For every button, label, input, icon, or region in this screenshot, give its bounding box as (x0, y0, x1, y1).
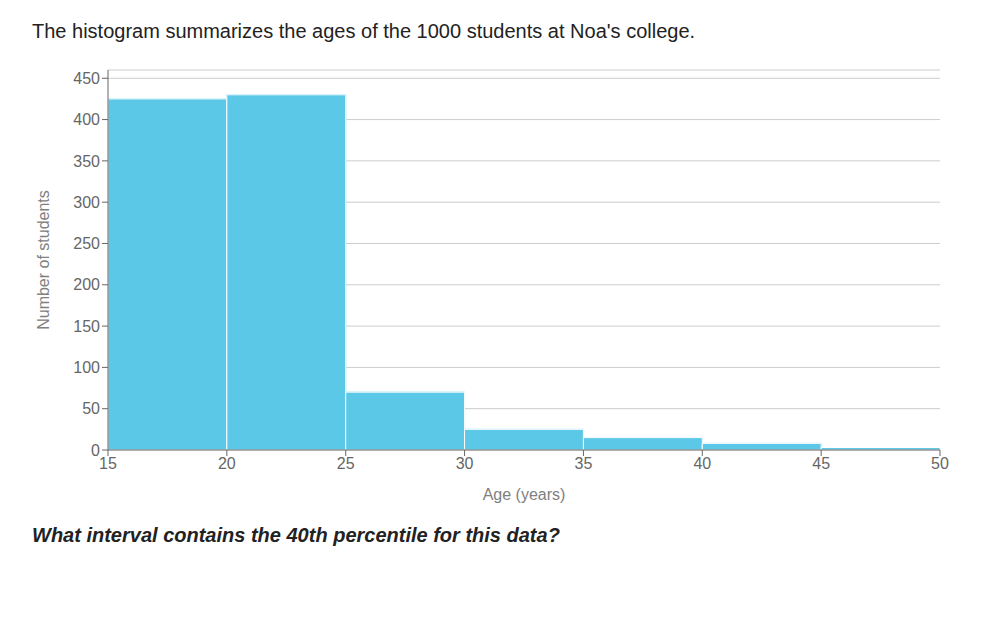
svg-text:100: 100 (73, 359, 100, 376)
svg-text:450: 450 (73, 70, 100, 87)
svg-text:400: 400 (73, 111, 100, 128)
svg-text:45: 45 (812, 455, 830, 472)
svg-text:0: 0 (91, 442, 100, 459)
svg-text:150: 150 (73, 318, 100, 335)
svg-text:15: 15 (99, 455, 117, 472)
svg-text:300: 300 (73, 194, 100, 211)
svg-text:200: 200 (73, 276, 100, 293)
svg-text:20: 20 (218, 455, 236, 472)
svg-text:30: 30 (456, 455, 474, 472)
svg-text:25: 25 (337, 455, 355, 472)
svg-text:50: 50 (82, 400, 100, 417)
html-text:What interval contains the 40t: What interval contains the 40th percenti… (32, 524, 560, 546)
svg-text:40: 40 (693, 455, 711, 472)
svg-text:35: 35 (575, 455, 593, 472)
html-text:The histogram summarizes the a: The histogram summarizes the ages of the… (32, 20, 696, 42)
svg-text:Age (years): Age (years) (483, 486, 566, 503)
svg-text:250: 250 (73, 235, 100, 252)
svg-text:50: 50 (931, 455, 949, 472)
svg-text:Number of students: Number of students (35, 190, 52, 330)
svg-text:350: 350 (73, 153, 100, 170)
